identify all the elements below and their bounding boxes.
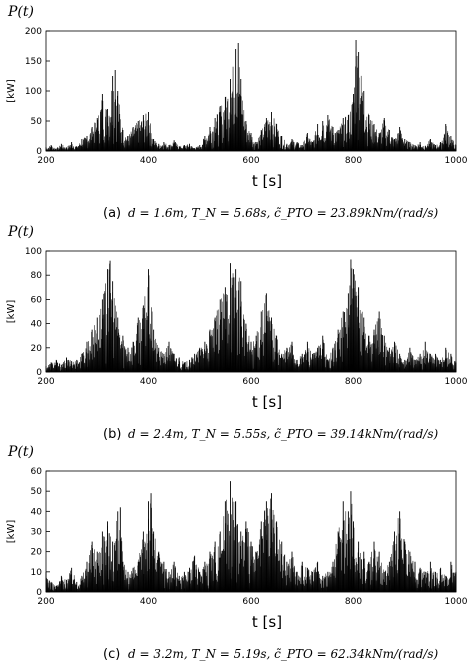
- x-tick-label: 200: [37, 597, 54, 607]
- y-tick-label: 100: [25, 247, 42, 257]
- panel-2: 0 10 20 30 40 50 60 200 400 600 800 1000 P(t) [kW] t […: [6, 444, 468, 662]
- x-tick-label: 400: [140, 377, 157, 387]
- x-axis-label: t [s]: [252, 393, 282, 411]
- x-tick-label: 600: [242, 156, 259, 166]
- caption-formula: d = 2.4m, T_N = 5.55s, c̃_PTO = 39.14kNm…: [128, 427, 438, 441]
- y-axis-label: [kW]: [6, 79, 17, 103]
- y-tick-label: 80: [31, 271, 43, 281]
- x-tick-label: 400: [140, 597, 157, 607]
- y-tick-label: 150: [25, 57, 42, 67]
- x-tick-label: 1000: [445, 377, 468, 387]
- panel-title: P(t): [7, 444, 34, 460]
- x-tick-label: 1000: [445, 597, 468, 607]
- y-axis-label: [kW]: [6, 300, 17, 324]
- y-tick-label: 0: [36, 368, 42, 378]
- y-tick-label: 0: [36, 588, 42, 598]
- series-0: [45, 259, 457, 373]
- panel-title: P(t): [7, 4, 34, 20]
- y-tick-label: 0: [36, 147, 42, 157]
- caption-formula: d = 1.6m, T_N = 5.68s, c̃_PTO = 23.89kNm…: [128, 206, 438, 220]
- caption-letter: (c): [103, 647, 120, 662]
- x-tick-label: 800: [345, 377, 362, 387]
- y-tick-label: 50: [31, 117, 43, 127]
- x-tick-label: 200: [37, 156, 54, 166]
- caption-formula: d = 3.2m, T_N = 5.19s, c̃_PTO = 62.34kNm…: [128, 647, 438, 661]
- caption-letter: (b): [103, 427, 121, 442]
- y-tick-label: 60: [31, 295, 43, 305]
- x-tick-label: 400: [140, 156, 157, 166]
- y-tick-label: 40: [31, 507, 43, 517]
- y-axis-label: [kW]: [6, 520, 17, 544]
- y-tick-label: 30: [31, 528, 43, 538]
- x-axis-label: t [s]: [252, 172, 282, 190]
- x-tick-label: 600: [242, 377, 259, 387]
- x-tick-label: 800: [345, 597, 362, 607]
- panel-title: P(t): [7, 224, 34, 240]
- x-axis-label: t [s]: [252, 613, 282, 631]
- x-tick-label: 1000: [445, 156, 468, 166]
- y-tick-label: 20: [31, 548, 43, 558]
- panel-0: 0 50 100 150 200 200 400 600 800 1000 P(t) [kW] t [s…: [6, 4, 468, 221]
- y-tick-label: 50: [31, 487, 43, 497]
- x-tick-label: 200: [37, 377, 54, 387]
- caption-letter: (a): [103, 206, 121, 221]
- y-tick-label: 10: [31, 568, 43, 578]
- series-0: [45, 481, 457, 593]
- panel-1: 0 20 40 60 80 100 200 400 600 800 1000 P(t) [kW] t [s…: [6, 224, 468, 442]
- x-tick-label: 600: [242, 597, 259, 607]
- series-0: [45, 40, 457, 152]
- y-tick-label: 200: [25, 27, 42, 37]
- y-tick-label: 60: [31, 467, 43, 477]
- x-tick-label: 800: [345, 156, 362, 166]
- y-tick-label: 100: [25, 87, 42, 97]
- y-tick-label: 40: [31, 320, 43, 330]
- y-tick-label: 20: [31, 344, 43, 354]
